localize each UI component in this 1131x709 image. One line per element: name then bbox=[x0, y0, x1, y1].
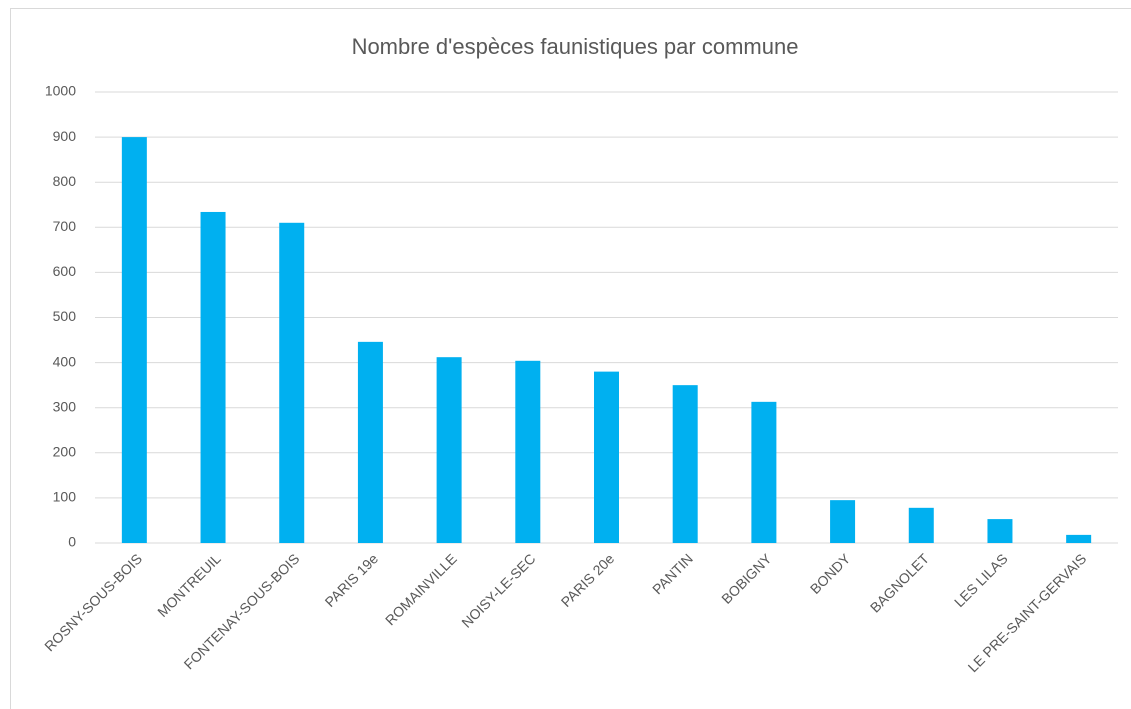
y-tick-label: 1000 bbox=[45, 83, 76, 99]
y-tick-label: 900 bbox=[53, 128, 77, 144]
bar bbox=[121, 137, 147, 543]
y-tick-label: 700 bbox=[53, 218, 77, 234]
y-tick-label: 400 bbox=[53, 353, 77, 369]
chart-frame bbox=[10, 8, 1131, 709]
bar bbox=[830, 500, 856, 543]
bar bbox=[279, 222, 305, 544]
bar bbox=[987, 519, 1013, 543]
bar bbox=[200, 211, 226, 543]
bar bbox=[515, 360, 541, 543]
bar bbox=[1066, 534, 1092, 543]
bar bbox=[357, 341, 383, 543]
bar bbox=[751, 401, 777, 543]
bar bbox=[672, 385, 698, 543]
y-tick-label: 800 bbox=[53, 173, 77, 189]
bar bbox=[594, 371, 619, 543]
bar bbox=[908, 507, 934, 543]
y-tick-label: 600 bbox=[53, 263, 77, 279]
bar bbox=[436, 357, 462, 543]
chart-title: Nombre d'espèces faunistiques par commun… bbox=[352, 34, 799, 59]
y-tick-label: 0 bbox=[68, 534, 76, 550]
y-tick-label: 200 bbox=[53, 444, 77, 460]
y-tick-label: 300 bbox=[53, 398, 77, 414]
y-tick-label: 100 bbox=[53, 489, 77, 505]
y-tick-label: 500 bbox=[53, 308, 77, 324]
